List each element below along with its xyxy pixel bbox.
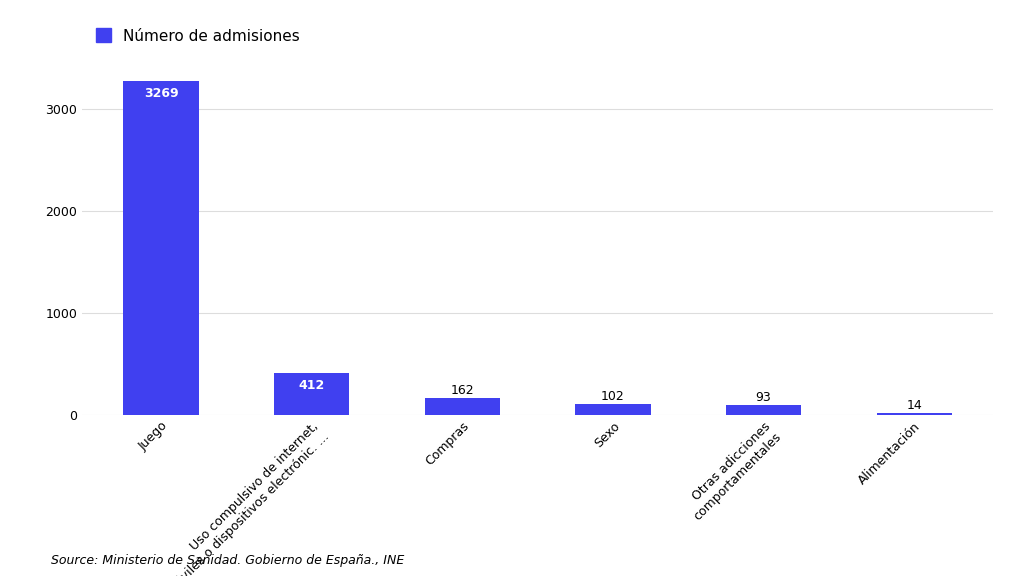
Text: 102: 102	[601, 390, 625, 403]
Text: Source: Ministerio de Sanidad. Gobierno de España., INE: Source: Ministerio de Sanidad. Gobierno …	[51, 555, 404, 567]
Bar	[575, 404, 650, 415]
Text: 162: 162	[451, 384, 474, 397]
Legend: Número de admisiones: Número de admisiones	[89, 22, 306, 50]
Text: 3269: 3269	[143, 88, 178, 100]
Bar	[425, 398, 500, 415]
Text: 14: 14	[906, 399, 922, 412]
Bar	[274, 373, 349, 415]
Bar	[877, 414, 952, 415]
Text: 412: 412	[299, 379, 325, 392]
Bar	[726, 406, 801, 415]
Text: 93: 93	[756, 391, 771, 404]
Bar	[123, 81, 199, 415]
